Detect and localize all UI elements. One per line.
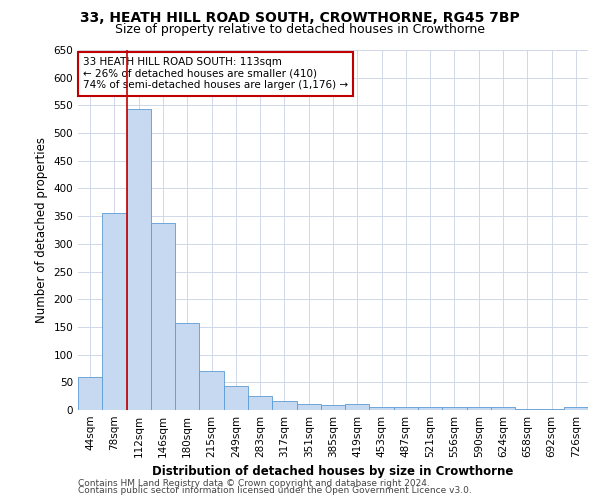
Bar — [345, 404, 370, 410]
Bar — [127, 110, 151, 410]
Bar — [321, 405, 345, 410]
X-axis label: Distribution of detached houses by size in Crowthorne: Distribution of detached houses by size … — [152, 466, 514, 478]
Text: 33 HEATH HILL ROAD SOUTH: 113sqm
← 26% of detached houses are smaller (410)
74% : 33 HEATH HILL ROAD SOUTH: 113sqm ← 26% o… — [83, 57, 348, 90]
Bar — [539, 409, 564, 410]
Bar — [370, 407, 394, 410]
Text: Contains HM Land Registry data © Crown copyright and database right 2024.: Contains HM Land Registry data © Crown c… — [78, 478, 430, 488]
Bar — [175, 323, 199, 410]
Bar — [467, 407, 491, 410]
Bar — [224, 386, 248, 410]
Text: Size of property relative to detached houses in Crowthorne: Size of property relative to detached ho… — [115, 22, 485, 36]
Bar — [248, 396, 272, 410]
Text: Contains public sector information licensed under the Open Government Licence v3: Contains public sector information licen… — [78, 486, 472, 495]
Y-axis label: Number of detached properties: Number of detached properties — [35, 137, 48, 323]
Bar — [418, 407, 442, 410]
Text: 33, HEATH HILL ROAD SOUTH, CROWTHORNE, RG45 7BP: 33, HEATH HILL ROAD SOUTH, CROWTHORNE, R… — [80, 11, 520, 25]
Bar — [394, 407, 418, 410]
Bar — [296, 404, 321, 410]
Bar — [78, 377, 102, 410]
Bar — [491, 407, 515, 410]
Bar — [151, 223, 175, 410]
Bar — [442, 407, 467, 410]
Bar — [102, 214, 127, 410]
Bar — [564, 407, 588, 410]
Bar — [272, 400, 296, 410]
Bar — [199, 371, 224, 410]
Bar — [515, 409, 539, 410]
